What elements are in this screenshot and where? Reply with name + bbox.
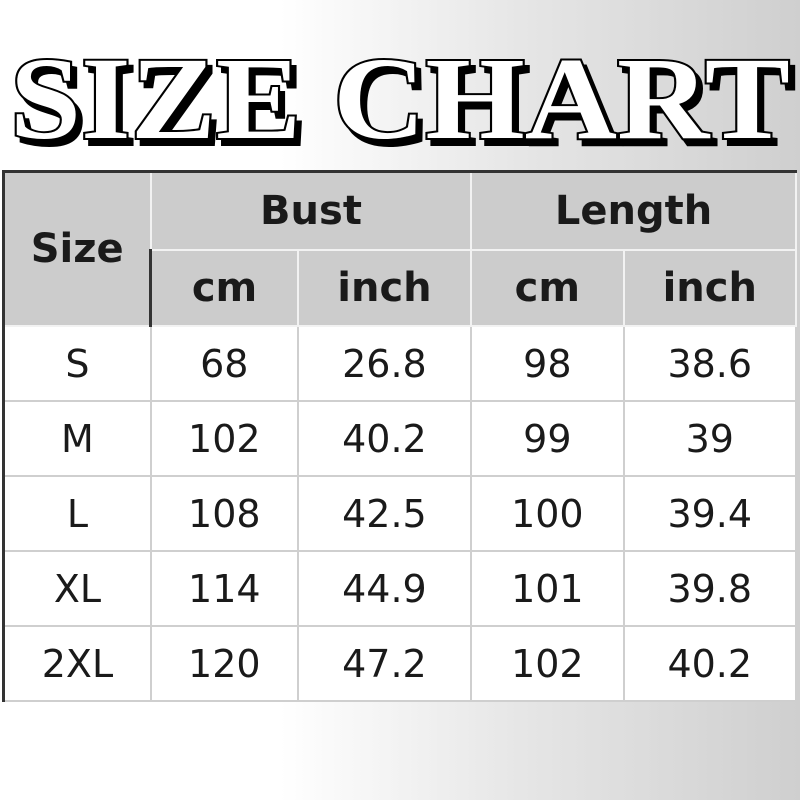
cell-length-inch: 39 [622,400,798,477]
cell-bust-cm: 114 [149,550,299,627]
cell-length-cm: 98 [470,325,625,402]
cell-bust-inch: 42.5 [296,475,473,552]
cell-length-cm: 99 [470,400,625,477]
table-row: L 108 42.5 100 39.4 [1,475,798,552]
cell-length-cm: 100 [470,475,625,552]
header-size: Size [1,170,152,327]
header-bust-inch: inch [296,249,473,327]
table-row: 2XL 120 47.2 102 40.2 [1,625,798,702]
cell-length-inch: 38.6 [622,325,798,402]
header-bust-cm: cm [149,249,299,327]
table-row: XL 114 44.9 101 39.8 [1,550,798,627]
table-row: S 68 26.8 98 38.6 [1,325,798,402]
cell-bust-inch: 44.9 [296,550,473,627]
cell-size: XL [1,550,152,627]
cell-length-inch: 39.8 [622,550,798,627]
cell-length-cm: 102 [470,625,625,702]
cell-bust-cm: 102 [149,400,299,477]
cell-bust-inch: 47.2 [296,625,473,702]
page-title: SIZE CHART [8,31,792,160]
cell-bust-cm: 120 [149,625,299,702]
cell-bust-cm: 68 [149,325,299,402]
header-length-inch: inch [622,249,798,327]
header-length: Length [470,170,797,251]
cell-length-inch: 40.2 [622,625,798,702]
cell-size: 2XL [1,625,152,702]
cell-size: S [1,325,152,402]
cell-bust-inch: 26.8 [296,325,473,402]
cell-length-cm: 101 [470,550,625,627]
table-row: M 102 40.2 99 39 [1,400,798,477]
header-length-cm: cm [470,249,625,327]
cell-bust-cm: 108 [149,475,299,552]
cell-bust-inch: 40.2 [296,400,473,477]
title-text: SIZE CHART [10,33,790,160]
header-bust: Bust [149,170,473,251]
cell-size: M [1,400,152,477]
size-chart-table: Size Bust Length cm inch cm inch S 68 26.8… [1,170,798,702]
cell-length-inch: 39.4 [622,475,798,552]
cell-size: L [1,475,152,552]
